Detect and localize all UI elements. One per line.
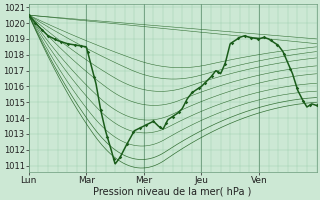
X-axis label: Pression niveau de la mer( hPa ): Pression niveau de la mer( hPa )	[93, 187, 252, 197]
